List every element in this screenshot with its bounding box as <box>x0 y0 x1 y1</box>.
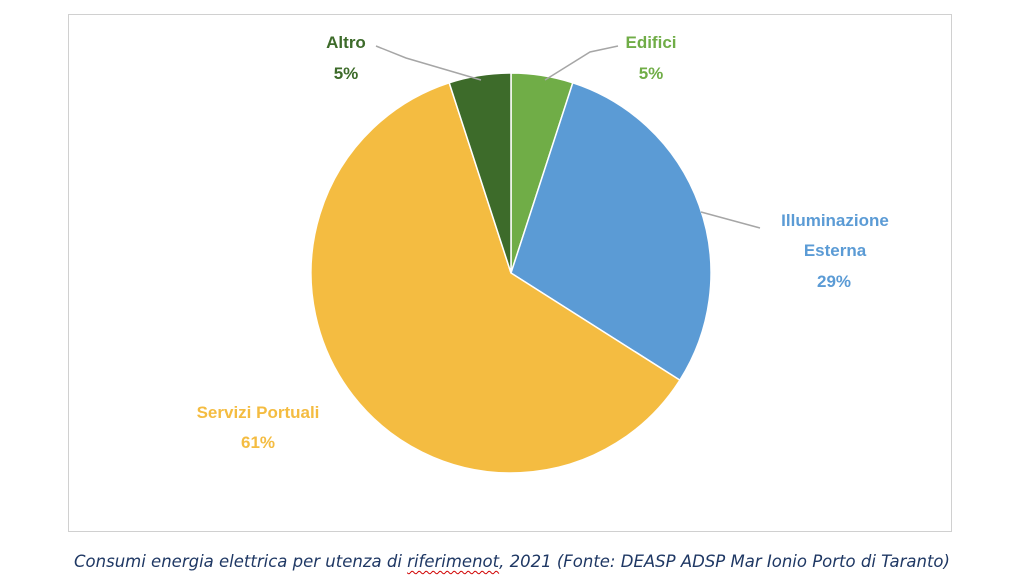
leader-line-altro <box>375 45 482 81</box>
label-edifici: Edifici <box>625 33 676 52</box>
slice-altro <box>448 72 512 274</box>
leader-line-illuminazione <box>700 211 761 229</box>
slice-servizi-portuali <box>310 81 681 474</box>
value-label-illuminazione: 29% <box>817 272 851 291</box>
value-label-altro: 5% <box>334 64 359 83</box>
label-illuminazione-esterna: Illuminazione Esterna <box>781 211 889 260</box>
leader-line-edifici <box>544 45 619 81</box>
label-altro: Altro <box>326 33 366 52</box>
value-label-servizi-portuali: 61% <box>241 433 275 452</box>
label-servizi-portuali: Servizi Portuali <box>197 403 320 422</box>
misspelled-word[interactable]: riferimenot <box>407 552 500 571</box>
figure-caption: Consumi energia elettrica per utenza di … <box>0 552 1024 571</box>
leader-lines <box>375 45 761 229</box>
value-label-edifici: 5% <box>639 64 664 83</box>
caption-text-end: , 2021 (Fonte: DEASP ADSP Mar Ionio Port… <box>499 552 950 571</box>
label-line-1: Illuminazione <box>781 211 889 230</box>
label-line-2: Esterna <box>804 241 867 260</box>
caption-text-start: Consumi energia elettrica per utenza di <box>74 552 408 571</box>
pie-chart: Altro 5% Edifici 5% Illuminazione Esterna… <box>197 33 889 474</box>
pie-slices <box>310 72 712 474</box>
slice-illuminazione-esterna <box>510 81 712 382</box>
